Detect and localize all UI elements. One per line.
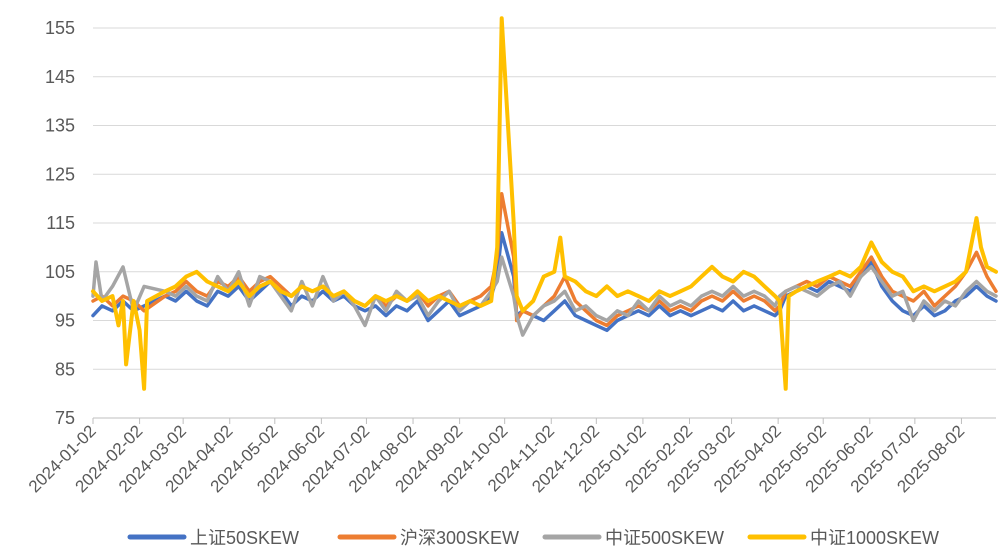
series-line-1 xyxy=(91,231,998,333)
y-tick-label: 95 xyxy=(55,311,75,331)
y-tick-label: 115 xyxy=(46,213,75,233)
y-tick-label: 125 xyxy=(45,164,75,184)
gridlines xyxy=(93,27,996,419)
y-tick-label: 85 xyxy=(55,359,75,379)
y-tick-label: 75 xyxy=(55,408,75,428)
legend-label: 上证50SKEW xyxy=(190,528,299,548)
legend-label: 中证500SKEW xyxy=(605,528,724,548)
y-tick-label: 145 xyxy=(45,67,75,87)
y-tick-label: 105 xyxy=(45,262,75,282)
y-axis-ticks: 75 85 95 105 115 125 135 145 155 xyxy=(45,18,75,428)
series-lines xyxy=(91,16,998,391)
legend: 上证50SKEW 沪深300SKEW 中证500SKEW 中证1000SKEW xyxy=(127,528,939,548)
legend-label: 中证1000SKEW xyxy=(810,528,939,548)
series-line-4 xyxy=(91,16,998,391)
y-tick-label: 155 xyxy=(45,18,75,38)
x-axis-ticks: 2024-01-022024-02-022024-03-022024-04-02… xyxy=(25,417,996,496)
legend-label: 沪深300SKEW xyxy=(400,528,519,548)
series-line-3 xyxy=(91,255,998,337)
y-tick-label: 135 xyxy=(45,116,75,136)
